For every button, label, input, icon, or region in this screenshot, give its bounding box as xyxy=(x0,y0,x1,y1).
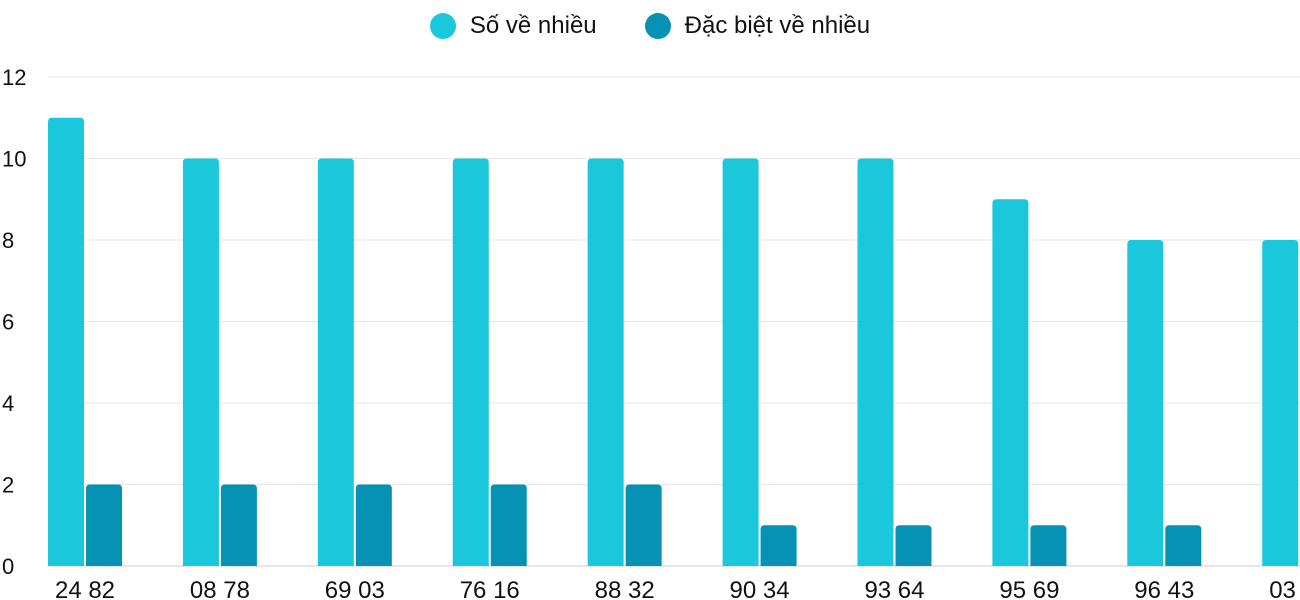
y-tick-label: 6 xyxy=(2,310,14,335)
x-tick-label: 24 82 xyxy=(55,577,115,600)
x-tick-label: 95 69 xyxy=(999,577,1059,600)
y-tick-label: 10 xyxy=(2,147,26,172)
bar xyxy=(1030,525,1067,566)
x-tick-label: 76 16 xyxy=(460,577,520,600)
bar xyxy=(625,484,662,566)
bar xyxy=(48,117,84,566)
bar xyxy=(452,158,489,566)
bar xyxy=(722,158,759,566)
bar xyxy=(317,158,354,566)
legend-swatch xyxy=(429,13,456,39)
legend-label: Số về nhiều xyxy=(469,12,597,39)
bar xyxy=(490,484,527,566)
bar xyxy=(587,158,624,566)
bar xyxy=(1127,240,1164,566)
x-tick-label: 90 34 xyxy=(730,577,790,600)
bar xyxy=(355,484,392,566)
legend-label: Đặc biệt về nhiều xyxy=(684,12,871,39)
y-tick-label: 12 xyxy=(2,65,26,90)
bar xyxy=(1262,240,1299,566)
bar xyxy=(992,199,1029,566)
y-tick-label: 4 xyxy=(2,391,14,416)
y-tick-label: 2 xyxy=(2,473,14,498)
bar xyxy=(857,158,894,566)
x-tick-label: 96 43 xyxy=(1134,577,1194,600)
legend-item-dac-biet-ve-nhieu[interactable]: Đặc biệt về nhiều xyxy=(644,12,871,40)
bar xyxy=(895,525,932,566)
bar xyxy=(220,484,257,566)
legend-swatch xyxy=(644,13,671,39)
legend-item-so-ve-nhieu[interactable]: Số về nhiều xyxy=(429,12,597,40)
bar xyxy=(1165,525,1202,566)
bar xyxy=(182,158,219,566)
x-tick-label: 88 32 xyxy=(595,577,655,600)
y-tick-label: 8 xyxy=(2,228,14,253)
bar xyxy=(86,484,122,566)
x-tick-label: 93 64 xyxy=(864,577,924,600)
x-tick-label: 69 03 xyxy=(325,577,385,600)
x-tick-label: 03 48 xyxy=(1269,577,1300,600)
y-tick-label: 0 xyxy=(2,554,14,579)
bar xyxy=(760,525,797,566)
legend: Số về nhiều Đặc biệt về nhiều xyxy=(0,12,1300,40)
x-tick-label: 08 78 xyxy=(190,577,250,600)
